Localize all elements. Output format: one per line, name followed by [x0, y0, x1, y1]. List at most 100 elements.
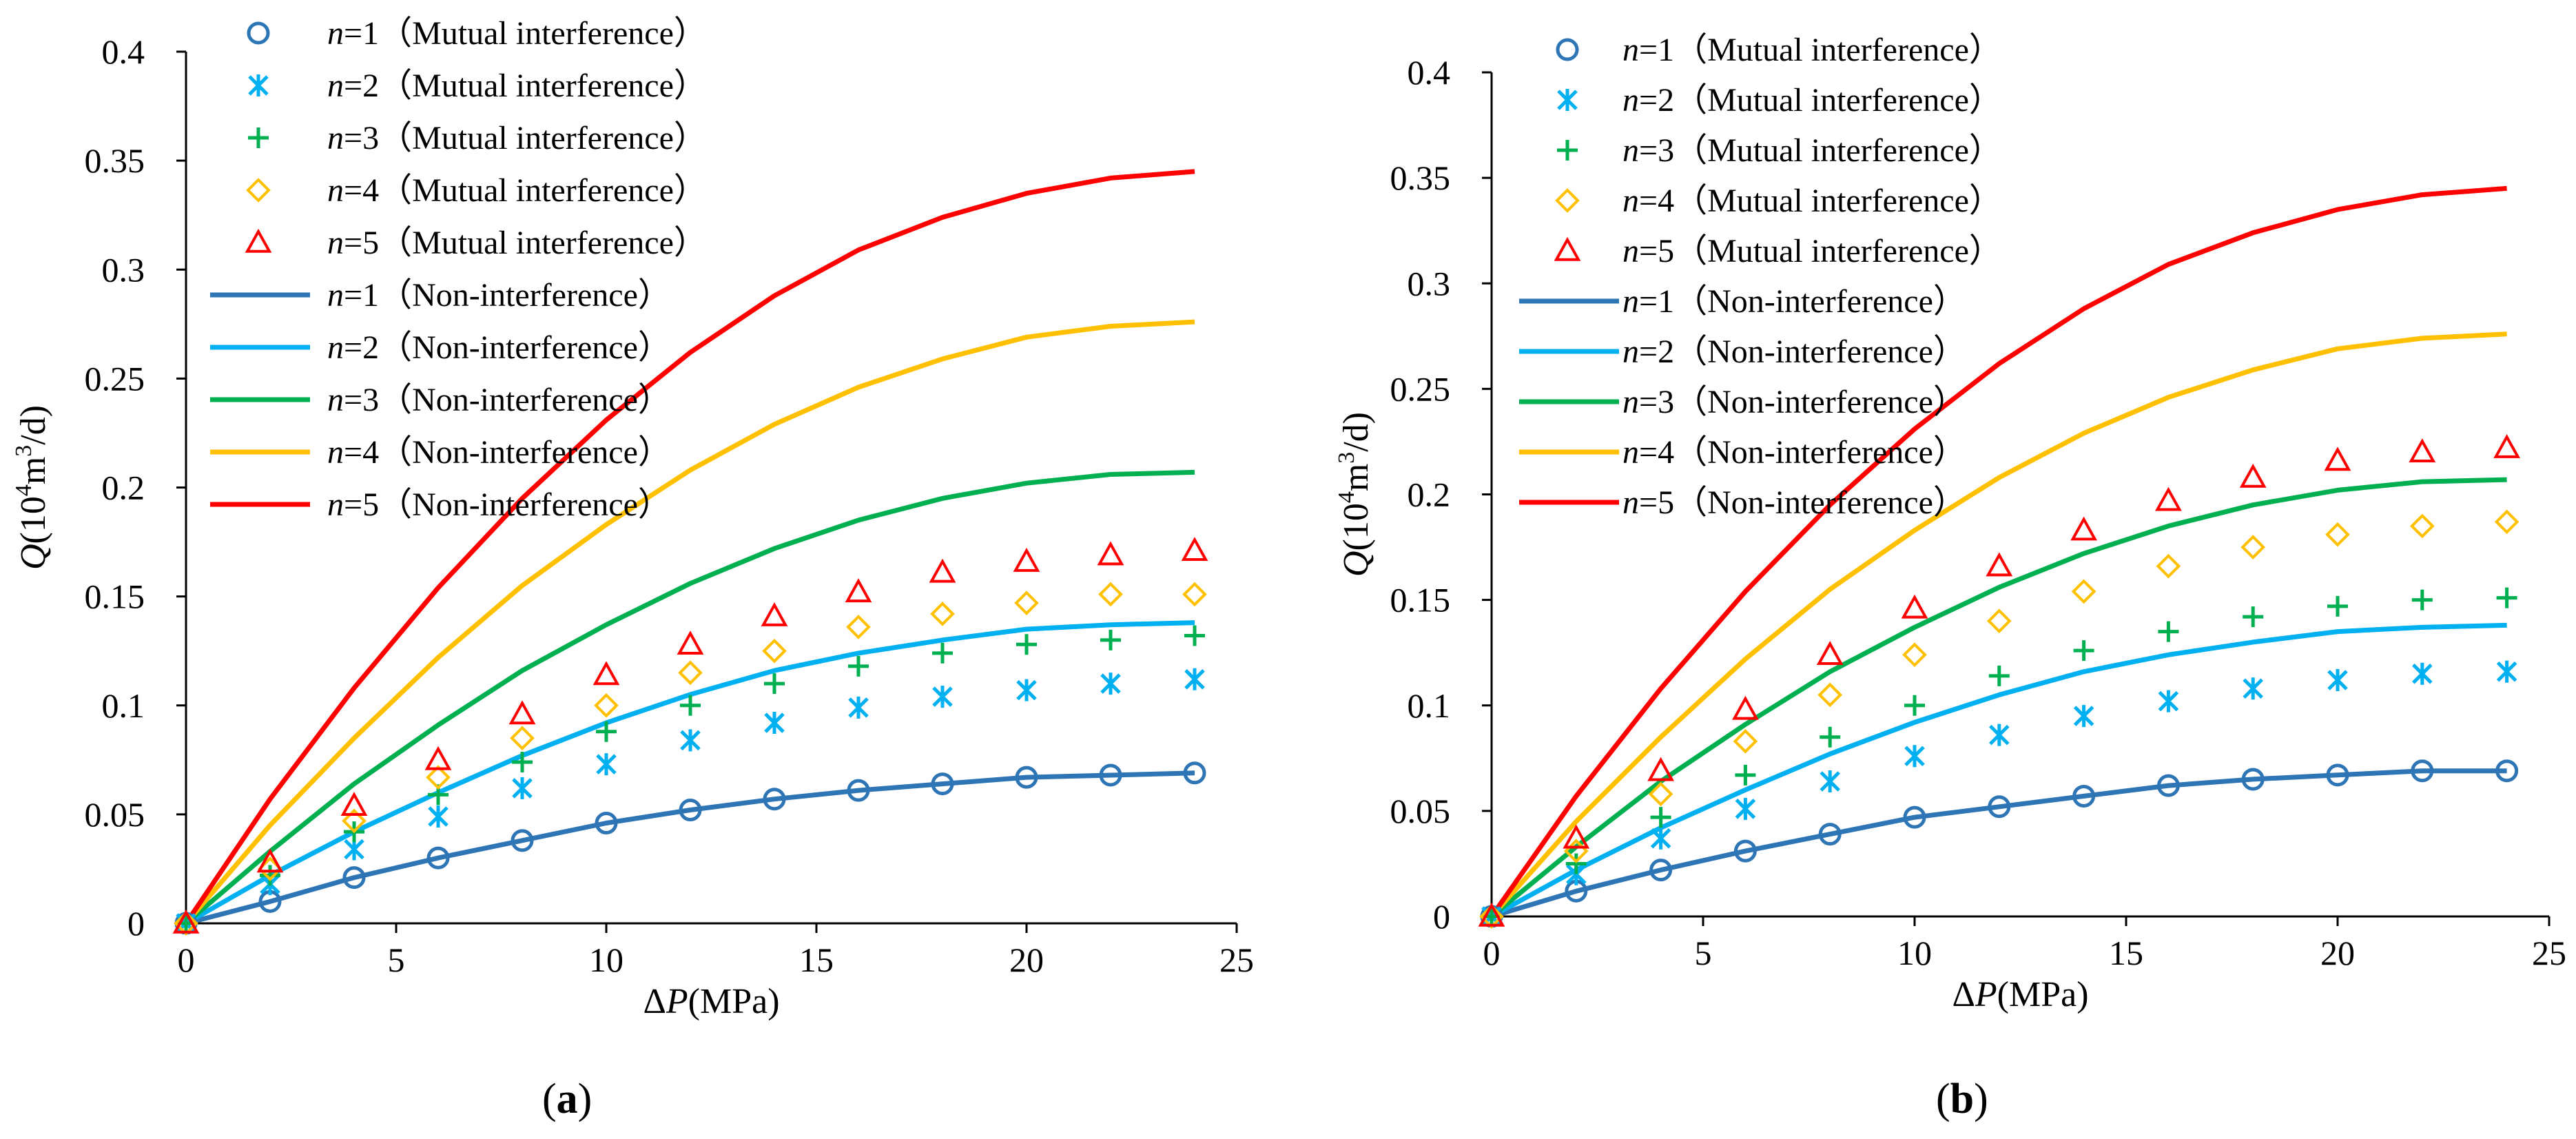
legend-label: n=5（Mutual interference）: [327, 225, 707, 261]
legend-item: n=5（Non-interference）: [1519, 484, 1966, 521]
data-point-asterisk: [2158, 690, 2179, 712]
data-point-triangle: [1097, 541, 1124, 566]
series-markers-n5-mutual-interference: [1478, 434, 2520, 927]
data-point-circle: [763, 788, 786, 811]
data-point-plus: [2411, 589, 2433, 610]
legend-symbol-asterisk: [1557, 89, 1578, 111]
data-point-plus: [1650, 807, 1671, 828]
legend-label: n=2（Mutual interference）: [327, 68, 707, 104]
data-point-plus: [512, 751, 533, 772]
data-point-asterisk: [2496, 660, 2517, 683]
y-axis-title: Q(104m3/d): [11, 405, 53, 570]
data-point-plus: [1820, 726, 1841, 748]
data-point-circle: [1015, 766, 1038, 789]
data-point-asterisk: [1904, 745, 1925, 768]
legend-item: n=3（Mutual interference）: [248, 120, 707, 156]
series-markers-n2-mutual-interference: [1481, 660, 2517, 927]
data-point-diamond: [2240, 535, 2266, 560]
x-tick-label: 5: [1695, 934, 1712, 972]
data-point-diamond: [1479, 904, 1504, 929]
data-point-diamond: [426, 765, 451, 790]
x-tick-label: 5: [388, 941, 405, 979]
legend-label: n=3（Non-interference）: [327, 382, 671, 418]
legend-label: n=2（Non-interference）: [1622, 334, 1966, 370]
data-point-diamond: [2494, 509, 2520, 535]
data-point-triangle: [1901, 594, 1928, 619]
data-point-triangle: [1732, 695, 1759, 720]
data-point-diamond: [1733, 728, 1758, 754]
data-point-diamond: [342, 808, 367, 834]
data-point-asterisk: [764, 712, 785, 735]
series-line-n4-non-interference: [1490, 331, 2507, 919]
x-tick-label: 20: [1009, 941, 1044, 979]
y-tick-label: 0: [1433, 897, 1450, 936]
data-point-triangle: [2324, 447, 2351, 471]
data-point-circle: [1183, 761, 1206, 785]
data-point-circle: [2072, 784, 2096, 808]
data-point-triangle: [1181, 537, 1208, 562]
y-tick-label: 0.1: [1408, 686, 1451, 725]
legend-item: n=2（Non-interference）: [1519, 334, 1966, 370]
x-tick-label: 25: [2532, 934, 2566, 972]
series-line-n5-non-interference: [184, 169, 1195, 925]
data-point-diamond: [2325, 522, 2350, 547]
legend-item: n=3（Non-interference）: [1519, 384, 1966, 420]
data-point-plus: [848, 655, 869, 677]
data-point-triangle: [1986, 552, 2013, 577]
data-point-plus: [260, 865, 280, 886]
panel-label-a: (a): [542, 1076, 593, 1122]
legend-label: n=3（Mutual interference）: [327, 120, 707, 156]
series-markers-n1-mutual-interference: [174, 761, 1206, 935]
x-tick-label: 25: [1219, 941, 1254, 979]
data-point-triangle: [761, 602, 788, 626]
data-point-circle: [2241, 768, 2265, 791]
data-point-diamond: [1014, 591, 1039, 615]
data-point-circle: [1988, 795, 2011, 819]
legend-symbol-triangle: [1554, 236, 1581, 261]
x-tick-label: 0: [178, 941, 195, 979]
series-markers-n3-mutual-interference: [176, 625, 1205, 934]
data-point-diamond: [762, 638, 787, 664]
y-tick-label: 0.35: [1390, 158, 1451, 197]
legend-symbol-diamond: [246, 178, 271, 203]
series-line-n1-non-interference: [185, 770, 1195, 926]
y-tick-label: 0.25: [85, 359, 145, 398]
data-point-circle: [1733, 839, 1757, 863]
x-tick-label: 15: [799, 941, 834, 979]
data-point-triangle: [340, 792, 368, 817]
data-point-plus: [596, 721, 617, 742]
legend-symbol-circle: [247, 21, 270, 45]
legend-item: n=1（Non-interference）: [210, 277, 671, 314]
data-point-asterisk: [1989, 724, 2010, 746]
legend-label: n=5（Non-interference）: [1622, 484, 1966, 521]
x-axis-title: ΔP(MPa): [1952, 975, 2088, 1014]
y-tick-label: 0.15: [1390, 581, 1451, 619]
data-point-circle: [2495, 759, 2519, 783]
data-point-plus: [1565, 853, 1587, 874]
data-point-triangle: [2155, 486, 2182, 511]
data-point-circle: [2326, 763, 2349, 787]
data-point-triangle: [1563, 824, 1590, 849]
x-tick-label: 10: [589, 941, 624, 979]
data-point-asterisk: [932, 686, 953, 708]
series-line-n3-non-interference: [1490, 477, 2507, 919]
data-point-circle: [847, 779, 870, 802]
x-tick-label: 10: [1897, 934, 1932, 972]
data-point-diamond: [1648, 781, 1673, 807]
data-point-plus: [1735, 764, 1756, 786]
data-point-plus: [1016, 634, 1037, 655]
series-line-n2-non-interference: [185, 620, 1195, 926]
series-markers-n4-mutual-interference: [1479, 509, 2520, 929]
y-tick-label: 0.35: [85, 141, 145, 180]
data-point-plus: [764, 673, 785, 695]
legend-label: n=5（Non-interference）: [327, 486, 671, 523]
legend-item: n=4（Mutual interference）: [246, 172, 707, 209]
legend-label: n=5（Mutual interference）: [1622, 233, 2002, 269]
data-point-diamond: [1098, 582, 1123, 607]
data-point-asterisk: [1735, 797, 1756, 820]
y-tick-label: 0.15: [85, 577, 145, 616]
legend-item: n=3（Mutual interference）: [1557, 132, 2002, 169]
legend-label: n=2（Mutual interference）: [1622, 82, 2002, 119]
y-tick-label: 0.4: [102, 32, 145, 71]
data-point-plus: [1100, 629, 1121, 650]
